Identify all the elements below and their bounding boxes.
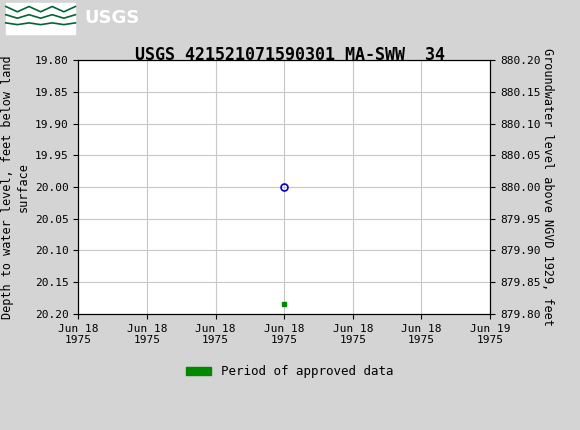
- Y-axis label: Groundwater level above NGVD 1929, feet: Groundwater level above NGVD 1929, feet: [541, 48, 554, 326]
- Text: USGS: USGS: [84, 9, 139, 27]
- Text: USGS 421521071590301 MA-SWW  34: USGS 421521071590301 MA-SWW 34: [135, 46, 445, 64]
- Legend: Period of approved data: Period of approved data: [181, 360, 399, 384]
- Y-axis label: Depth to water level, feet below land
surface: Depth to water level, feet below land su…: [1, 55, 29, 319]
- FancyBboxPatch shape: [6, 3, 75, 34]
